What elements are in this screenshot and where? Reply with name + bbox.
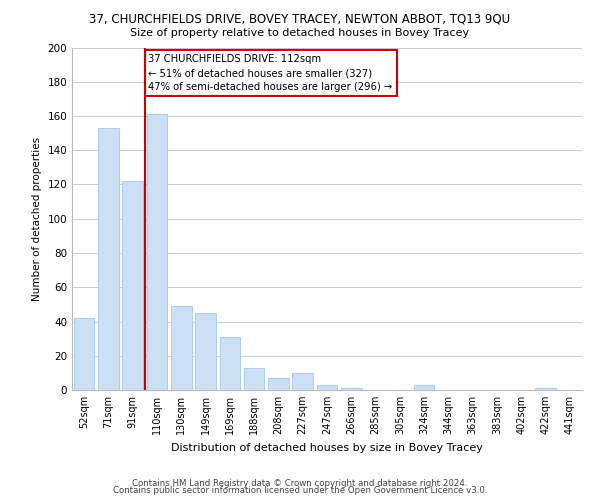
Text: 37 CHURCHFIELDS DRIVE: 112sqm
← 51% of detached houses are smaller (327)
47% of : 37 CHURCHFIELDS DRIVE: 112sqm ← 51% of d…	[149, 54, 393, 92]
X-axis label: Distribution of detached houses by size in Bovey Tracey: Distribution of detached houses by size …	[171, 442, 483, 452]
Bar	[244, 368, 265, 390]
Bar	[171, 306, 191, 390]
Text: Size of property relative to detached houses in Bovey Tracey: Size of property relative to detached ho…	[130, 28, 470, 38]
Bar	[195, 313, 216, 390]
Y-axis label: Number of detached properties: Number of detached properties	[32, 136, 42, 301]
Bar	[268, 378, 289, 390]
Text: Contains public sector information licensed under the Open Government Licence v3: Contains public sector information licen…	[113, 486, 487, 495]
Bar	[414, 385, 434, 390]
Bar	[220, 337, 240, 390]
Bar	[146, 114, 167, 390]
Bar	[317, 385, 337, 390]
Bar	[122, 181, 143, 390]
Bar	[535, 388, 556, 390]
Bar	[98, 128, 119, 390]
Bar	[341, 388, 362, 390]
Bar	[74, 318, 94, 390]
Text: Contains HM Land Registry data © Crown copyright and database right 2024.: Contains HM Land Registry data © Crown c…	[132, 478, 468, 488]
Bar	[292, 373, 313, 390]
Text: 37, CHURCHFIELDS DRIVE, BOVEY TRACEY, NEWTON ABBOT, TQ13 9QU: 37, CHURCHFIELDS DRIVE, BOVEY TRACEY, NE…	[89, 12, 511, 26]
